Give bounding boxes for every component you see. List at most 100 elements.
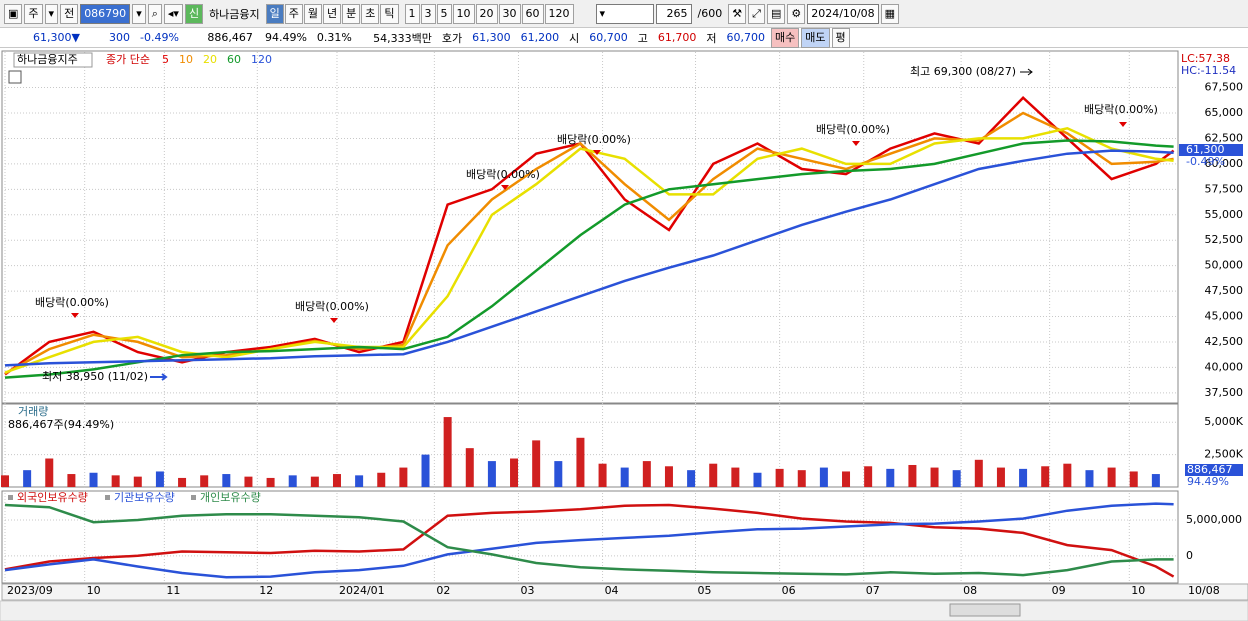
annotation-arrow <box>330 318 338 323</box>
volume-bar <box>753 472 762 487</box>
interval-button[interactable]: 10 <box>452 3 475 24</box>
market-select[interactable]: 주 <box>24 3 43 24</box>
volume-bar <box>664 466 673 487</box>
y-tick-label: 55,000 <box>1205 208 1244 221</box>
open-label: 시 <box>569 31 580 45</box>
volume-bar <box>1063 463 1072 487</box>
volume-bar <box>510 458 519 487</box>
code-input[interactable]: 086790 <box>80 3 131 24</box>
volume-bar <box>886 468 895 487</box>
save-button[interactable]: ▤ <box>766 3 786 24</box>
period-button[interactable]: 초 <box>361 3 380 24</box>
legend-swatch <box>105 495 110 500</box>
x-end-label: 10/08 <box>1188 584 1220 597</box>
period-button[interactable]: 틱 <box>380 3 399 24</box>
legend-box <box>13 52 93 68</box>
amount: 54,333백만 <box>373 31 432 45</box>
interval-button[interactable]: 60 <box>521 3 544 24</box>
prev-button[interactable]: 전 <box>60 3 79 24</box>
x-axis-bar <box>1 583 1248 601</box>
volume-bar <box>288 475 297 487</box>
series-line <box>4 502 1174 579</box>
volume-bar <box>67 474 76 487</box>
badge: 신 <box>184 3 204 24</box>
period-button[interactable]: 월 <box>303 3 323 24</box>
x-tick-label: 11 <box>166 584 180 597</box>
x-tick-label: 02 <box>436 584 450 597</box>
x-tick-label: 08 <box>963 584 977 597</box>
series-line <box>4 111 1174 375</box>
legend-title: 하나금융지주 <box>17 52 78 66</box>
volume-bar <box>930 467 939 487</box>
interval-button[interactable]: 20 <box>475 3 498 24</box>
tool-button[interactable]: ⤢ <box>748 3 765 24</box>
interval-button[interactable]: 3 <box>420 3 436 24</box>
volume-bar <box>1 475 9 487</box>
y-tick-label: 65,000 <box>1205 106 1244 119</box>
volume-bar <box>443 417 452 487</box>
dropdown[interactable]: ▾ <box>595 3 654 24</box>
period-button[interactable]: 년 <box>323 3 342 24</box>
volume-bar <box>576 437 585 487</box>
interval-button[interactable]: 1 <box>404 3 420 24</box>
price-tag-box <box>1179 144 1243 156</box>
y-tick-label: 40,000 <box>1205 360 1244 373</box>
period-button[interactable]: 일 <box>265 3 284 24</box>
volume-bar <box>620 467 629 487</box>
volume-bar <box>532 440 541 487</box>
tick-group: 1 3 5 10 20 30 60 120 <box>404 3 574 24</box>
avg-button[interactable]: 평 <box>831 27 850 48</box>
volume-bar <box>1085 470 1094 487</box>
y-tick-label: 47,500 <box>1205 284 1244 297</box>
annotation: 배당락(0.00%) <box>816 123 890 136</box>
interval-button[interactable]: 5 <box>436 3 452 24</box>
x-tick-label: 12 <box>259 584 273 597</box>
annotation: 배당락(0.00%) <box>557 133 631 146</box>
date-input[interactable]: 2024/10/08 <box>807 3 879 24</box>
legend-swatch <box>8 495 13 500</box>
count-max: /600 <box>697 7 723 20</box>
volume-bar <box>421 454 430 487</box>
price-tag: 61,300 <box>1186 143 1225 156</box>
annotation-arrow <box>852 141 860 146</box>
period-button[interactable]: 분 <box>342 3 361 24</box>
volume-bar <box>23 470 32 487</box>
dropdown[interactable]: ▾ <box>44 3 59 24</box>
x-tick-label: 10 <box>1131 584 1145 597</box>
volume-bar <box>222 474 231 487</box>
calendar-button[interactable]: ▦ <box>880 3 900 24</box>
count-input[interactable]: 265 <box>655 3 692 24</box>
legend-item: 20 <box>203 53 217 66</box>
period-button[interactable]: 주 <box>284 3 303 24</box>
dropdown[interactable]: ▾ <box>132 3 146 24</box>
high-label: 고 <box>637 31 648 45</box>
annotation: 배당락(0.00%) <box>35 296 109 309</box>
tool-button[interactable]: ⚒ <box>728 3 747 24</box>
volume-bar <box>1019 468 1028 487</box>
x-tick-label: 04 <box>605 584 619 597</box>
buy-button[interactable]: 매수 <box>771 27 800 48</box>
volume-bar <box>952 470 961 487</box>
interval-button[interactable]: 120 <box>544 3 574 24</box>
volume-bar <box>598 463 607 487</box>
volume-bar <box>178 477 187 487</box>
volume-bar <box>819 467 828 487</box>
y-tick-label: 42,500 <box>1205 335 1244 348</box>
menu-button[interactable]: ▣ <box>4 3 23 24</box>
annotation: 최저 38,950 (11/02) <box>42 370 148 383</box>
annotation: 배당락(0.00%) <box>295 300 369 313</box>
interval-button[interactable]: 30 <box>498 3 521 24</box>
x-tick-label: 07 <box>866 584 880 597</box>
volume-bar <box>89 472 98 487</box>
low: 60,700 <box>726 31 766 44</box>
volume-bar <box>642 461 651 487</box>
sell-button[interactable]: 매도 <box>801 27 830 48</box>
volume-bar <box>709 463 718 487</box>
sound-button[interactable]: ◂▾ <box>163 3 183 24</box>
settings-button[interactable]: ⚙ <box>787 3 806 24</box>
volume-bar <box>1151 474 1160 487</box>
volume-bar <box>332 474 341 487</box>
legend-item: 기관보유수량 <box>114 491 175 504</box>
search-button[interactable]: ⌕ <box>147 3 162 24</box>
